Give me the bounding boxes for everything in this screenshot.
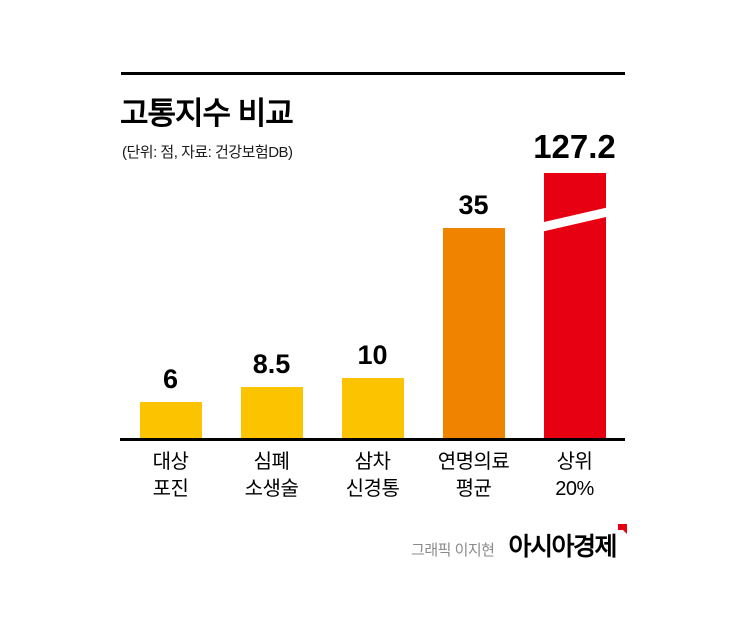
asiae-logo: 아시아경제 (508, 524, 627, 563)
graphic-credit: 그래픽 이지현 (411, 542, 495, 559)
bar-value-label: 35 (458, 190, 489, 220)
chart-title: 고통지수 비교 (120, 96, 294, 131)
bar-column: 127.2 (524, 128, 625, 438)
category-label: 삼차 신경통 (345, 451, 400, 500)
bar (341, 378, 404, 438)
asiae-logo-mark (618, 524, 627, 534)
top-rule (121, 72, 625, 75)
bar-value-label: 127.2 (533, 128, 616, 165)
category-axis: 대상 포진 심폐 소생술 삼차 신경통 연명의료 평균 상위 20% (120, 449, 625, 503)
bar-value-label: 8.5 (252, 349, 291, 379)
bar-column: 8.5 (221, 349, 322, 438)
bars-area: 6 8.5 10 35 127.2 (120, 128, 625, 438)
bar (442, 228, 505, 438)
axis-break-slash (543, 207, 606, 232)
category-label: 연명의료 평균 (437, 451, 510, 500)
bar-column: 35 (423, 190, 524, 438)
chart-subtitle: (단위: 점, 자료: 건강보험DB) (122, 144, 293, 161)
category-label: 대상 포진 (152, 451, 189, 500)
footer: 그래픽 이지현 아시아경제 (411, 524, 627, 563)
bar (139, 402, 202, 438)
x-axis-line (120, 438, 625, 441)
bar (240, 387, 303, 438)
category-label: 상위 20% (555, 451, 594, 500)
bar-chart: 6 8.5 10 35 127.2 (120, 128, 625, 441)
bar-value-label: 6 (162, 364, 179, 394)
bar-column: 6 (120, 364, 221, 438)
bar-value-label: 10 (357, 340, 388, 370)
asiae-logo-text: 아시아경제 (508, 533, 617, 561)
category-label: 심폐 소생술 (244, 451, 299, 500)
bar-column: 10 (322, 340, 423, 438)
bar (543, 173, 606, 438)
